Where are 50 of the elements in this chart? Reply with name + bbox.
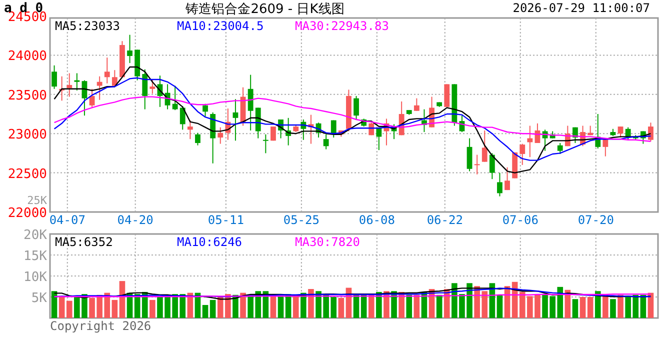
bar (406, 294, 412, 318)
text: 2026-07-29 11:00:07 (512, 1, 650, 15)
x-tick-label: 07-20 (578, 213, 614, 227)
bar (610, 299, 616, 318)
bar (278, 296, 284, 318)
bar (572, 299, 578, 318)
bar (202, 304, 208, 318)
bar (648, 292, 654, 318)
bar (58, 296, 65, 318)
text: 25K (27, 194, 48, 207)
bar (51, 291, 58, 318)
text: MA30:7820 (295, 235, 360, 249)
bar (150, 300, 156, 318)
x-tick-label: 05-11 (208, 213, 244, 227)
bar (640, 294, 646, 318)
y-tick-label: 23500 (8, 88, 47, 104)
y-tick-label: 22000 (8, 206, 47, 221)
bar (308, 289, 314, 318)
y-tick-label: 15K (24, 249, 48, 264)
x-tick-label: 07-06 (502, 213, 538, 227)
y-tick-label: 5K (31, 291, 48, 306)
bar (338, 298, 344, 318)
y-tick-label: 10K (24, 270, 48, 285)
bar (240, 292, 246, 318)
y-tick-label: 23000 (8, 128, 47, 143)
bar (368, 294, 374, 318)
bar (580, 297, 586, 318)
y-tick-label: 20K (24, 228, 48, 243)
x-tick-label: 05-25 (283, 213, 320, 227)
x-tick-label: 06-22 (426, 213, 463, 227)
y-tick-label: 24000 (8, 49, 47, 64)
bar (66, 300, 72, 318)
y-tick-label: 22500 (8, 166, 47, 182)
text: MA30:22943.83 (295, 19, 389, 33)
chart-title: 铸造铝合金2609 - 日K线图 (184, 2, 344, 17)
x-tick-label: 04-20 (117, 213, 154, 227)
bar (210, 300, 216, 318)
text: MA10:23004.5 (177, 19, 264, 33)
x-tick-label: 04-07 (49, 213, 86, 227)
text: MA5:23033 (55, 19, 120, 33)
bar (618, 294, 624, 318)
bar (292, 296, 299, 318)
text: Copyright 2026 (50, 319, 152, 333)
bar (587, 297, 594, 318)
x-tick-label: 06-08 (358, 213, 395, 227)
bar (496, 294, 503, 318)
bar (112, 300, 118, 318)
text: MA5:6352 (55, 235, 113, 249)
text: MA10:6246 (177, 235, 242, 249)
bar (594, 291, 601, 318)
